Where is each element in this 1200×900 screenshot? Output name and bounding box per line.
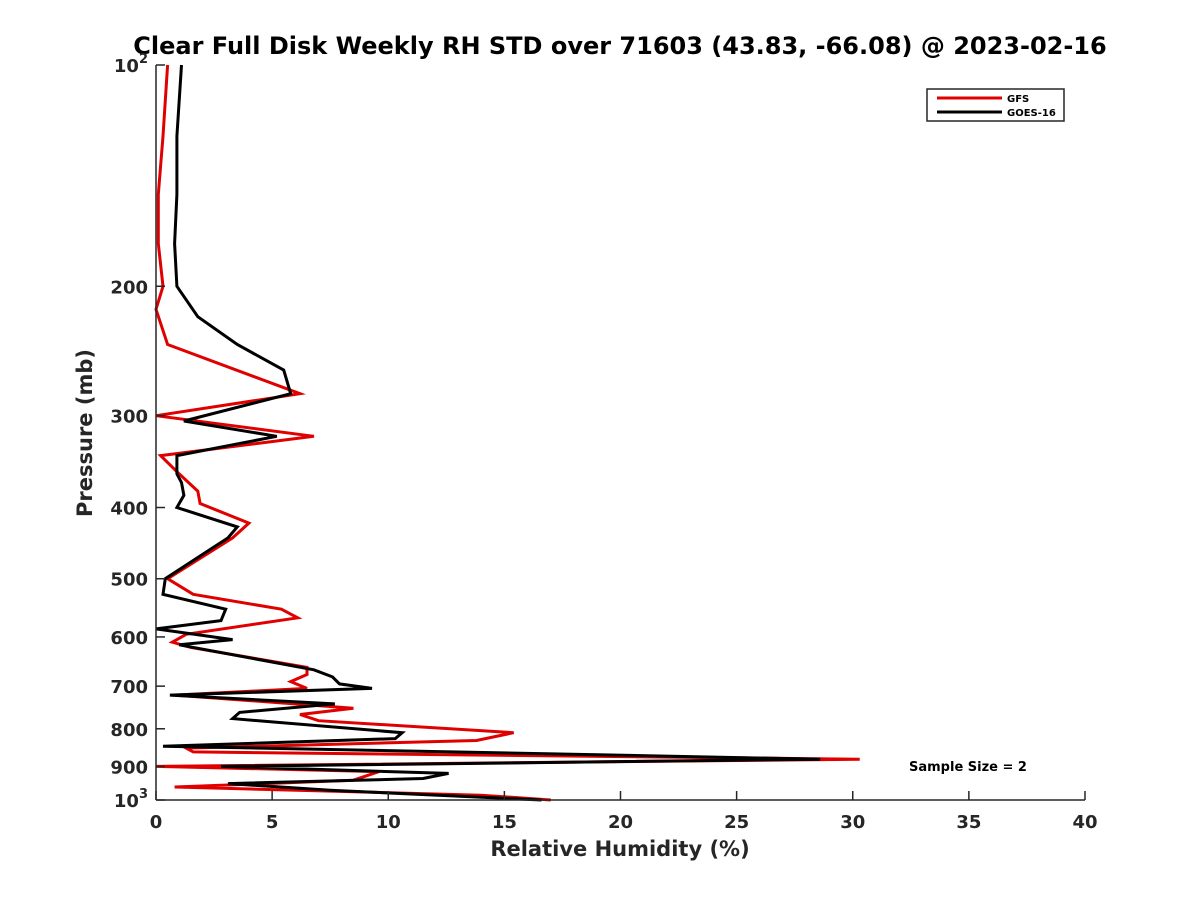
x-tick-label: 30	[840, 812, 865, 833]
y-axis-label: Pressure (mb)	[73, 349, 97, 517]
y-tick-label: 102	[114, 52, 148, 77]
legend-box	[926, 88, 1065, 122]
sample-size-annotation: Sample Size = 2	[909, 760, 1027, 775]
y-tick-label: 800	[110, 720, 148, 741]
y-tick-label: 700	[110, 677, 148, 698]
series-line-1	[155, 64, 821, 802]
y-tick-label: 600	[110, 628, 148, 649]
x-tick-label: 20	[608, 812, 633, 833]
y-tick-label: 300	[110, 407, 148, 428]
y-tick-label: 900	[110, 757, 148, 778]
x-tick-label: 15	[492, 812, 517, 833]
x-tick-label: 40	[1072, 812, 1097, 833]
x-tick-label: 35	[956, 812, 981, 833]
x-tick-label: 0	[150, 812, 163, 833]
y-tick-label: 500	[110, 570, 148, 591]
chart-title: Clear Full Disk Weekly RH STD over 71603…	[133, 32, 1106, 60]
x-ticks: 0 5 10 15 20 25 30 35 40	[150, 791, 1098, 833]
legend-label: GOES-16	[1007, 108, 1056, 119]
x-tick-label: 5	[266, 812, 279, 833]
y-ticks: 102 200 300 400 500 600 700 800 900 103	[110, 52, 165, 812]
x-tick-label: 25	[724, 812, 749, 833]
y-tick-label: 200	[110, 277, 148, 298]
series-line-0	[154, 64, 860, 802]
y-tick-label: 400	[110, 499, 148, 520]
x-axis-label: Relative Humidity (%)	[490, 837, 749, 861]
legend-label: GFS	[1007, 94, 1029, 105]
legend: GFS GOES-16	[926, 88, 1065, 122]
y-tick-label: 103	[114, 787, 148, 812]
series-lines	[154, 64, 860, 802]
x-tick-label: 10	[376, 812, 401, 833]
